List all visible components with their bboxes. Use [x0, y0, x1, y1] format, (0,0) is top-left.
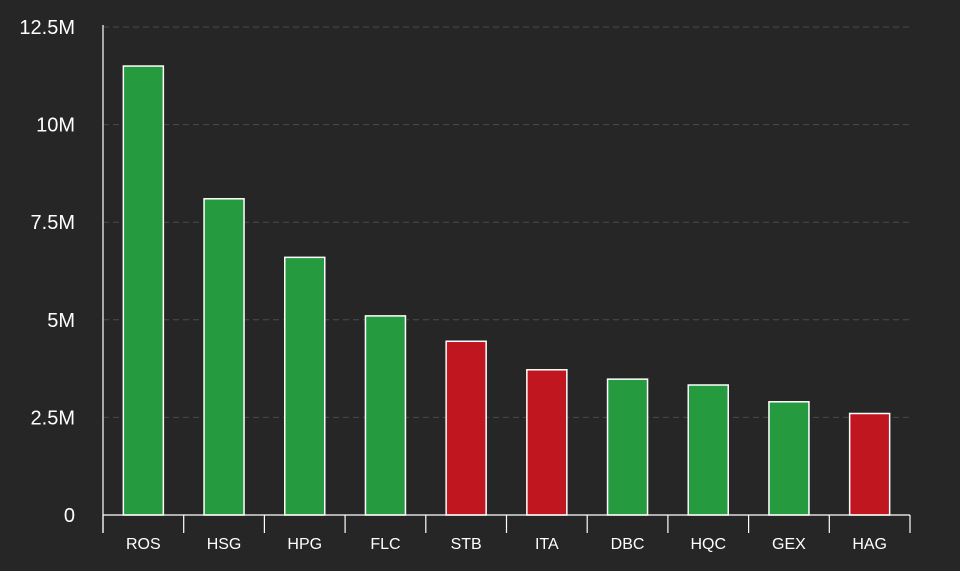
- x-tick-label: HAG: [852, 536, 887, 553]
- axes: [102, 25, 911, 533]
- bar-stb: [445, 340, 487, 516]
- bar-hsg: [203, 198, 245, 516]
- x-tick-label: GEX: [772, 536, 806, 553]
- y-tick-label: 10M: [36, 115, 75, 137]
- bar-hag: [848, 412, 891, 516]
- y-axis-ticks: 0 2.5M 5M 7.5M 10M 12.5M: [19, 17, 75, 527]
- bars: [122, 65, 891, 516]
- bar-ros: [122, 65, 165, 516]
- bar-dbc: [606, 378, 649, 516]
- bar-gex: [768, 401, 810, 516]
- bar-ita: [526, 369, 568, 516]
- x-tick-label: ROS: [126, 536, 161, 553]
- x-tick-label: HSG: [207, 536, 242, 553]
- x-tick-label: FLC: [370, 536, 400, 553]
- y-tick-label: 5M: [47, 310, 75, 332]
- y-tick-label: 2.5M: [31, 407, 75, 429]
- x-axis-ticks: ROS HSG HPG FLC STB ITA DBC HQC GEX HAG: [126, 536, 887, 553]
- bar-hqc: [687, 384, 729, 516]
- x-tick-label: DBC: [611, 536, 645, 553]
- x-tick-label: HQC: [690, 536, 726, 553]
- bar-hpg: [284, 256, 326, 516]
- y-tick-label: 12.5M: [19, 17, 75, 39]
- x-tick-label: STB: [451, 536, 482, 553]
- bar-flc: [364, 315, 407, 516]
- y-tick-label: 0: [64, 505, 75, 527]
- y-tick-label: 7.5M: [31, 212, 75, 234]
- x-tick-label: HPG: [287, 536, 322, 553]
- x-tick-label: ITA: [535, 536, 559, 553]
